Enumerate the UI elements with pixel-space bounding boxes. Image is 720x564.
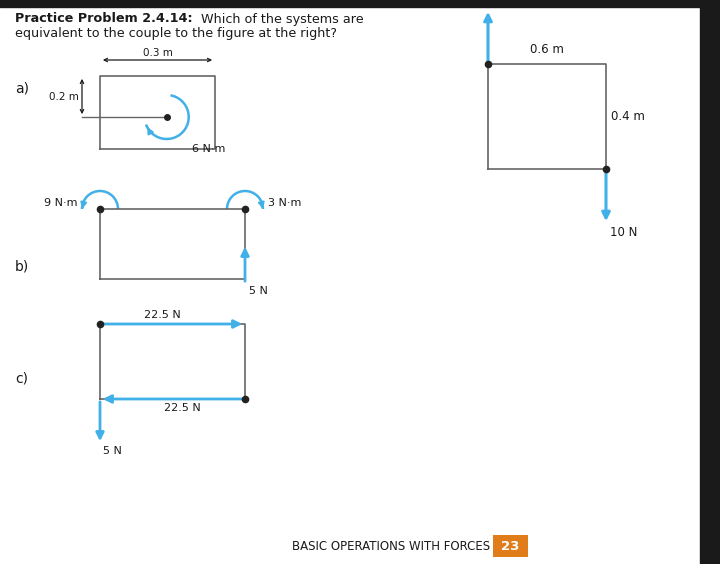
Text: 5 N: 5 N xyxy=(103,446,122,456)
Text: 5 N: 5 N xyxy=(249,286,268,296)
Text: 0.3 m: 0.3 m xyxy=(143,48,172,58)
Text: 9 N·m: 9 N·m xyxy=(43,198,77,208)
Text: equivalent to the couple to the figure at the right?: equivalent to the couple to the figure a… xyxy=(15,27,337,39)
Text: Practice Problem 2.4.14:: Practice Problem 2.4.14: xyxy=(15,12,193,25)
Text: 22.5 N: 22.5 N xyxy=(144,310,181,320)
Text: 3 N·m: 3 N·m xyxy=(268,198,302,208)
Text: BASIC OPERATIONS WITH FORCES: BASIC OPERATIONS WITH FORCES xyxy=(292,540,490,553)
Text: 10 N: 10 N xyxy=(610,226,637,239)
Text: 0.6 m: 0.6 m xyxy=(530,43,564,56)
Text: 10 N: 10 N xyxy=(492,0,519,7)
Text: Which of the systems are: Which of the systems are xyxy=(197,12,364,25)
Text: 0.4 m: 0.4 m xyxy=(611,110,645,123)
Text: 0.2 m: 0.2 m xyxy=(49,91,79,102)
Text: a): a) xyxy=(15,81,29,95)
FancyBboxPatch shape xyxy=(493,535,528,557)
Text: 22.5 N: 22.5 N xyxy=(164,403,201,413)
Text: 23: 23 xyxy=(501,540,519,553)
Text: c): c) xyxy=(15,372,28,386)
Text: b): b) xyxy=(15,259,30,273)
Text: 6 N·m: 6 N·m xyxy=(192,144,225,154)
